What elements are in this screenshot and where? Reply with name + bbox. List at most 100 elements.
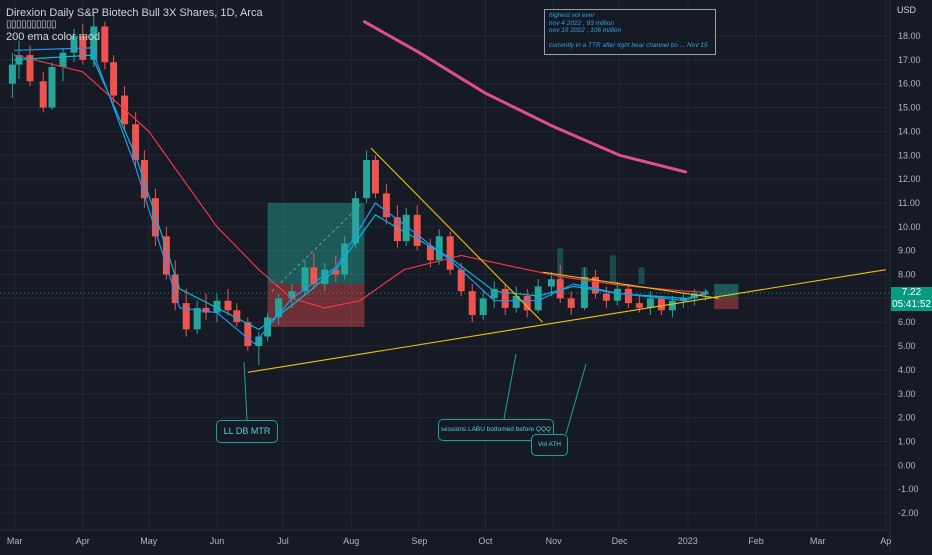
x-tick-label: Jun bbox=[210, 536, 225, 546]
ema-mid-line bbox=[14, 54, 709, 330]
y-tick-label: 18.00 bbox=[898, 31, 921, 41]
y-tick-label: -1.00 bbox=[898, 484, 919, 494]
x-tick-label: May bbox=[140, 536, 158, 546]
candle-down bbox=[556, 279, 564, 299]
x-tick-label: 2023 bbox=[678, 536, 698, 546]
candle-down bbox=[39, 81, 47, 108]
candle-up bbox=[512, 295, 520, 308]
candle-up bbox=[321, 269, 329, 285]
notes-box[interactable]: highest vol ever nov 4 2022 , 93 million… bbox=[544, 9, 716, 55]
y-tick-label: 16.00 bbox=[898, 79, 921, 89]
candle-up bbox=[580, 276, 588, 308]
candle-up bbox=[613, 288, 621, 301]
candle-up bbox=[70, 36, 78, 53]
y-tick-label: 6.00 bbox=[898, 317, 916, 327]
candle-down bbox=[393, 217, 401, 242]
indicator-label[interactable]: 200 ema color mod bbox=[6, 31, 101, 43]
x-tick-label: Nov bbox=[546, 536, 563, 546]
note-line: nov 4 2022 , 93 million bbox=[549, 19, 615, 27]
candle-down bbox=[162, 236, 170, 275]
candle-down bbox=[101, 26, 109, 63]
currency-label: USD bbox=[897, 5, 917, 15]
candle-up bbox=[646, 298, 654, 308]
candle-up bbox=[479, 298, 487, 316]
candle-down bbox=[382, 193, 390, 218]
indicator-values: ▯▯▯▯▯▯▯▯▯▯ bbox=[6, 19, 57, 30]
candle-down bbox=[224, 300, 232, 311]
candle-down bbox=[657, 298, 665, 311]
y-tick-label: 1.00 bbox=[898, 436, 916, 446]
candle-up bbox=[255, 336, 263, 347]
candle-down bbox=[602, 293, 610, 301]
candle-up bbox=[48, 67, 56, 108]
x-tick-label: Mar bbox=[810, 536, 826, 546]
candle-down bbox=[202, 307, 210, 313]
x-tick-label: Dec bbox=[612, 536, 629, 546]
candle-up bbox=[8, 64, 16, 84]
y-tick-label: 10.00 bbox=[898, 222, 921, 232]
y-tick-label: 11.00 bbox=[898, 198, 920, 208]
candle-up bbox=[352, 198, 360, 244]
y-tick-label: 2.00 bbox=[898, 413, 916, 423]
candle-up bbox=[193, 307, 201, 330]
note-line: nov 15 2022 , 106 million bbox=[549, 27, 622, 35]
note-line: currently in a TTR after tight bear chan… bbox=[549, 42, 708, 50]
x-tick-label: Apr bbox=[76, 536, 90, 546]
candle-up bbox=[301, 267, 309, 292]
candle-up bbox=[341, 243, 349, 275]
candle-down bbox=[457, 269, 465, 292]
note-line: highest vol ever bbox=[549, 12, 595, 19]
ema-fast-line bbox=[14, 47, 709, 345]
candle-down bbox=[171, 274, 179, 304]
candle-down bbox=[426, 245, 434, 261]
candle-up bbox=[547, 279, 555, 287]
candle-down bbox=[635, 303, 643, 308]
candle-down bbox=[468, 291, 476, 316]
candle-down bbox=[26, 55, 34, 82]
note-line bbox=[549, 35, 711, 43]
callout-sessions[interactable]: sessions LABU bottomed before QQQ bbox=[438, 419, 554, 441]
candle-down bbox=[591, 276, 599, 294]
y-tick-label: 12.00 bbox=[898, 174, 921, 184]
candle-down bbox=[332, 269, 340, 275]
x-tick-label: Aug bbox=[343, 536, 359, 546]
callout-ll-db-mtr[interactable]: LL DB MTR bbox=[216, 420, 278, 443]
candle-down bbox=[233, 310, 241, 323]
candle-up bbox=[363, 160, 371, 199]
candle-down bbox=[446, 236, 454, 270]
candle-up bbox=[435, 236, 443, 261]
y-tick-label: 13.00 bbox=[898, 150, 921, 160]
x-tick-label: Feb bbox=[748, 536, 764, 546]
y-tick-label: 8.00 bbox=[898, 270, 916, 280]
projection-line bbox=[271, 205, 361, 292]
y-tick-label: 0.00 bbox=[898, 460, 916, 470]
y-tick-label: 4.00 bbox=[898, 365, 916, 375]
callout-connector bbox=[565, 363, 587, 435]
callout-connector bbox=[243, 361, 248, 421]
candle-down bbox=[501, 288, 509, 308]
ema-slow-line bbox=[14, 54, 709, 309]
candle-up bbox=[534, 286, 542, 311]
y-tick-label: -2.00 bbox=[898, 508, 919, 518]
candle-up bbox=[288, 291, 296, 299]
candle-up bbox=[402, 214, 410, 242]
last-price-value: 7.22 bbox=[901, 287, 922, 298]
callout-connector bbox=[503, 353, 517, 420]
x-tick-label: Ap bbox=[880, 536, 891, 546]
last-price-tag: 7.22 05:41:52 bbox=[891, 287, 932, 311]
candle-up bbox=[59, 52, 67, 68]
candle-up bbox=[90, 26, 98, 60]
y-tick-label: 14.00 bbox=[898, 126, 921, 136]
candle-down bbox=[371, 160, 379, 194]
y-tick-label: 9.00 bbox=[898, 246, 916, 256]
x-tick-label: Oct bbox=[478, 536, 493, 546]
callout-vol-ath[interactable]: Vol ATH bbox=[531, 434, 568, 456]
ema-200-line bbox=[362, 20, 688, 174]
candle-up bbox=[668, 300, 676, 311]
support-trendline bbox=[247, 269, 886, 373]
candle-up bbox=[490, 288, 498, 299]
candle-down bbox=[132, 124, 140, 161]
bar-countdown: 05:41:52 bbox=[892, 299, 931, 310]
